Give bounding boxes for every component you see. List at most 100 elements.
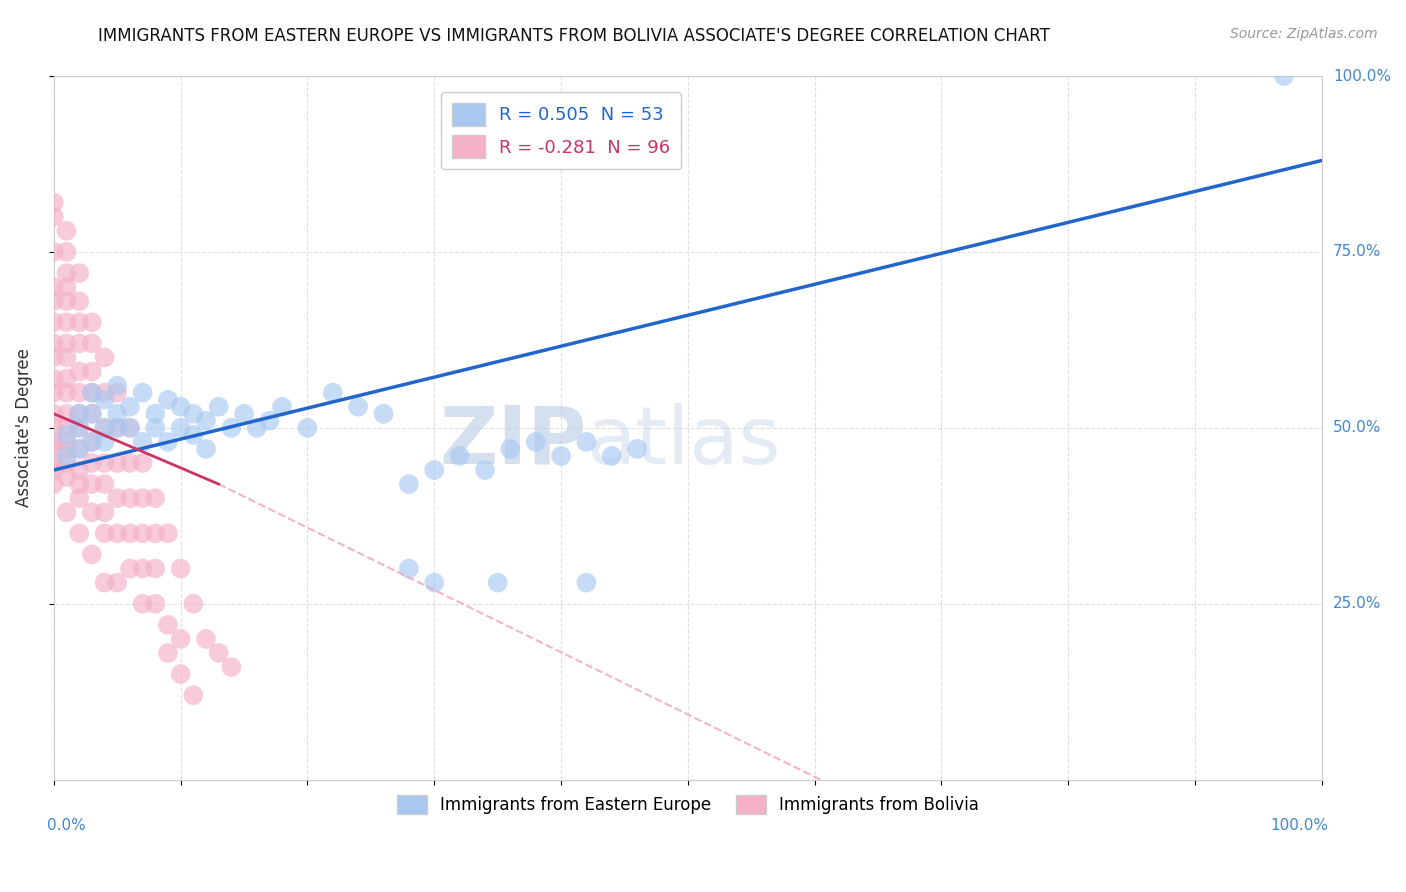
Point xyxy=(105,421,128,435)
Point xyxy=(169,632,191,646)
Point xyxy=(67,336,90,351)
Point xyxy=(105,385,128,400)
Point xyxy=(55,244,77,259)
Point xyxy=(105,491,128,506)
Point xyxy=(93,351,115,365)
Point xyxy=(80,505,103,519)
Point xyxy=(156,434,179,449)
Point xyxy=(195,632,218,646)
Text: 100.0%: 100.0% xyxy=(1333,69,1391,84)
Point xyxy=(118,456,141,470)
Point xyxy=(55,442,77,456)
Point xyxy=(80,456,103,470)
Point xyxy=(486,575,509,590)
Point xyxy=(449,449,471,463)
Point xyxy=(271,400,294,414)
Point xyxy=(233,407,256,421)
Point xyxy=(55,505,77,519)
Point xyxy=(93,477,115,491)
Point xyxy=(105,575,128,590)
Point xyxy=(156,646,179,660)
Point xyxy=(55,336,77,351)
Point xyxy=(322,385,344,400)
Point xyxy=(67,385,90,400)
Point xyxy=(131,456,153,470)
Point xyxy=(42,434,65,449)
Point xyxy=(93,505,115,519)
Legend: Immigrants from Eastern Europe, Immigrants from Bolivia: Immigrants from Eastern Europe, Immigran… xyxy=(389,788,986,821)
Point xyxy=(55,456,77,470)
Point xyxy=(67,421,90,435)
Point xyxy=(67,294,90,309)
Point xyxy=(93,456,115,470)
Point xyxy=(181,407,204,421)
Point xyxy=(42,385,65,400)
Point xyxy=(80,315,103,329)
Point xyxy=(55,421,77,435)
Point xyxy=(474,463,496,477)
Point xyxy=(93,385,115,400)
Point xyxy=(42,280,65,294)
Point xyxy=(42,294,65,309)
Point xyxy=(80,385,103,400)
Point xyxy=(67,407,90,421)
Point xyxy=(118,400,141,414)
Point xyxy=(55,371,77,385)
Point xyxy=(208,646,231,660)
Text: 0.0%: 0.0% xyxy=(48,818,86,833)
Point xyxy=(105,378,128,392)
Point xyxy=(105,407,128,421)
Point xyxy=(297,421,319,435)
Point xyxy=(67,491,90,506)
Point xyxy=(143,597,166,611)
Point xyxy=(93,421,115,435)
Point xyxy=(373,407,395,421)
Point xyxy=(221,660,243,674)
Point xyxy=(143,561,166,575)
Point xyxy=(131,561,153,575)
Point xyxy=(131,491,153,506)
Point xyxy=(67,266,90,280)
Point xyxy=(80,385,103,400)
Point xyxy=(575,575,598,590)
Point xyxy=(221,421,243,435)
Point xyxy=(93,421,115,435)
Point xyxy=(42,442,65,456)
Point xyxy=(208,400,231,414)
Point xyxy=(118,526,141,541)
Point xyxy=(42,456,65,470)
Point xyxy=(246,421,269,435)
Point xyxy=(67,442,90,456)
Point xyxy=(42,477,65,491)
Point xyxy=(131,385,153,400)
Point xyxy=(118,421,141,435)
Text: atlas: atlas xyxy=(586,403,780,481)
Point xyxy=(67,365,90,379)
Point xyxy=(55,351,77,365)
Point xyxy=(55,449,77,463)
Point xyxy=(575,434,598,449)
Point xyxy=(80,477,103,491)
Point xyxy=(80,365,103,379)
Point xyxy=(67,526,90,541)
Point xyxy=(259,414,281,428)
Point xyxy=(398,561,420,575)
Point xyxy=(105,456,128,470)
Point xyxy=(118,561,141,575)
Point xyxy=(55,407,77,421)
Point xyxy=(93,526,115,541)
Point xyxy=(42,244,65,259)
Point xyxy=(93,392,115,407)
Point xyxy=(67,442,90,456)
Point xyxy=(42,195,65,210)
Point xyxy=(67,407,90,421)
Point xyxy=(42,463,65,477)
Text: 25.0%: 25.0% xyxy=(1333,596,1381,611)
Point xyxy=(143,491,166,506)
Point xyxy=(156,392,179,407)
Point xyxy=(181,597,204,611)
Point xyxy=(80,434,103,449)
Text: ZIP: ZIP xyxy=(439,403,586,481)
Point xyxy=(42,315,65,329)
Point xyxy=(143,526,166,541)
